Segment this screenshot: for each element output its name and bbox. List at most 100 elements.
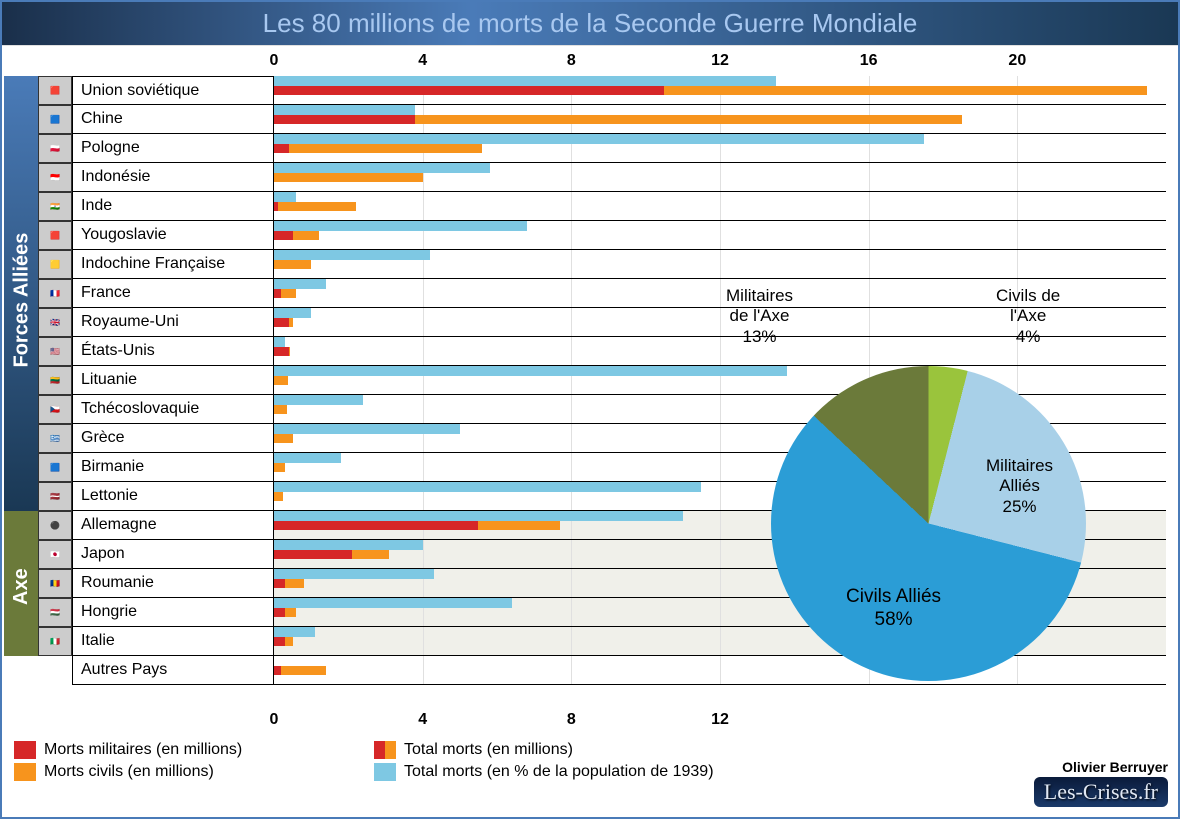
country-name: Royaume-Uni (72, 308, 274, 337)
country-name: Tchécoslovaquie (72, 395, 274, 424)
bar-military (274, 666, 281, 675)
axis-tick: 16 (860, 52, 878, 70)
country-name: Japon (72, 540, 274, 569)
bar-total (274, 173, 423, 182)
country-name: Lituanie (72, 366, 274, 395)
country-row: 🇮🇩Indonésie (4, 163, 1166, 192)
bar-pct-pop (274, 337, 285, 347)
title-bar: Les 80 millions de morts de la Seconde G… (2, 2, 1178, 46)
axis-tick: 8 (567, 711, 576, 729)
axis-tick: 0 (270, 711, 279, 729)
country-row: 🟥Union soviétique (4, 76, 1166, 105)
bar-military (274, 202, 278, 211)
legend-item: Morts militaires (en millions) (14, 741, 344, 759)
legend-item: Morts civils (en millions) (14, 763, 344, 781)
legend-item: Total morts (en % de la population de 19… (374, 763, 844, 781)
bar-cell (274, 192, 1166, 221)
axis-tick: 12 (711, 52, 729, 70)
flag-icon: 🇺🇸 (38, 337, 72, 366)
bar-military (274, 144, 289, 153)
flag-icon: 🇮🇳 (38, 192, 72, 221)
bar-cell (274, 163, 1166, 192)
country-name: Hongrie (72, 598, 274, 627)
top-axis: 048121620 (274, 46, 1166, 76)
country-name: Indonésie (72, 163, 274, 192)
bar-pct-pop (274, 192, 296, 202)
pie-circle (771, 366, 1086, 681)
flag-icon: 🇨🇿 (38, 395, 72, 424)
bar-pct-pop (274, 250, 430, 260)
bar-total (274, 666, 326, 675)
bar-pct-pop (274, 627, 315, 637)
site-logo: Les-Crises.fr (1034, 777, 1168, 807)
bar-cell (274, 134, 1166, 163)
legend-label: Morts civils (en millions) (44, 763, 214, 781)
bar-total (274, 144, 482, 153)
flag-icon: 🇱🇻 (38, 482, 72, 511)
bar-military (274, 318, 289, 327)
bar-pct-pop (274, 134, 924, 144)
flag-icon: 🇮🇩 (38, 163, 72, 192)
bar-total (274, 405, 287, 414)
flag-icon: 🇬🇧 (38, 308, 72, 337)
country-name: Pologne (72, 134, 274, 163)
bar-pct-pop (274, 279, 326, 289)
flag-icon: 🇵🇱 (38, 134, 72, 163)
bar-pct-pop (274, 395, 363, 405)
country-name: Inde (72, 192, 274, 221)
flag-icon: 🟥 (38, 76, 72, 105)
bar-military (274, 115, 415, 124)
author-name: Olivier Berruyer (1034, 759, 1168, 775)
country-row: 🟦Chine (4, 105, 1166, 134)
country-name: Roumanie (72, 569, 274, 598)
bar-total (274, 463, 285, 472)
flag-icon: 🇫🇷 (38, 279, 72, 308)
bar-cell (274, 76, 1166, 105)
axis-tick: 4 (418, 711, 427, 729)
bar-military (274, 289, 281, 298)
axis-tick: 0 (270, 52, 279, 70)
flag-icon: 🟥 (38, 221, 72, 250)
axis-tick: 12 (711, 711, 729, 729)
bar-total (274, 260, 311, 269)
bar-cell (274, 250, 1166, 279)
legend-label: Total morts (en % de la population de 19… (404, 763, 714, 781)
axis-tick: 20 (1008, 52, 1026, 70)
bar-total (274, 434, 293, 443)
country-name: Indochine Française (72, 250, 274, 279)
country-name: Birmanie (72, 453, 274, 482)
flag-icon: 🇷🇴 (38, 569, 72, 598)
country-name: Lettonie (72, 482, 274, 511)
bar-military (274, 231, 293, 240)
legend-label: Morts militaires (en millions) (44, 741, 242, 759)
country-name: France (72, 279, 274, 308)
legend: Morts militaires (en millions) Morts civi… (14, 741, 1166, 809)
flag-icon: 🟦 (38, 453, 72, 482)
country-row: 🇮🇳Inde (4, 192, 1166, 221)
legend-swatch (374, 741, 396, 759)
bar-cell (274, 221, 1166, 250)
bar-military (274, 347, 289, 356)
axis-tick: 8 (567, 52, 576, 70)
flag-icon: ⚫ (38, 511, 72, 540)
flag-icon: 🟨 (38, 250, 72, 279)
credits: Olivier Berruyer Les-Crises.fr (1034, 759, 1168, 807)
bar-pct-pop (274, 424, 460, 434)
chart-area: 048121620 Forces Alliées Axe 🟥Union sovi… (4, 46, 1176, 737)
bar-pct-pop (274, 540, 423, 550)
bar-military (274, 521, 478, 530)
bar-military (274, 608, 285, 617)
bar-military (274, 550, 352, 559)
bar-cell (274, 105, 1166, 134)
pie-label-mil-axe: Militairesde l'Axe13% (726, 286, 793, 347)
pie-label-mil-allies: MilitairesAlliés25% (986, 456, 1053, 517)
flag-icon: 🇱🇹 (38, 366, 72, 395)
country-name: Italie (72, 627, 274, 656)
bar-pct-pop (274, 569, 434, 579)
flag-icon: 🇯🇵 (38, 540, 72, 569)
pie-label-civ-axe: Civils del'Axe4% (996, 286, 1060, 347)
bar-total (274, 376, 288, 385)
country-row: 🇵🇱Pologne (4, 134, 1166, 163)
country-name: États-Unis (72, 337, 274, 366)
legend-item: Total morts (en millions) (374, 741, 844, 759)
